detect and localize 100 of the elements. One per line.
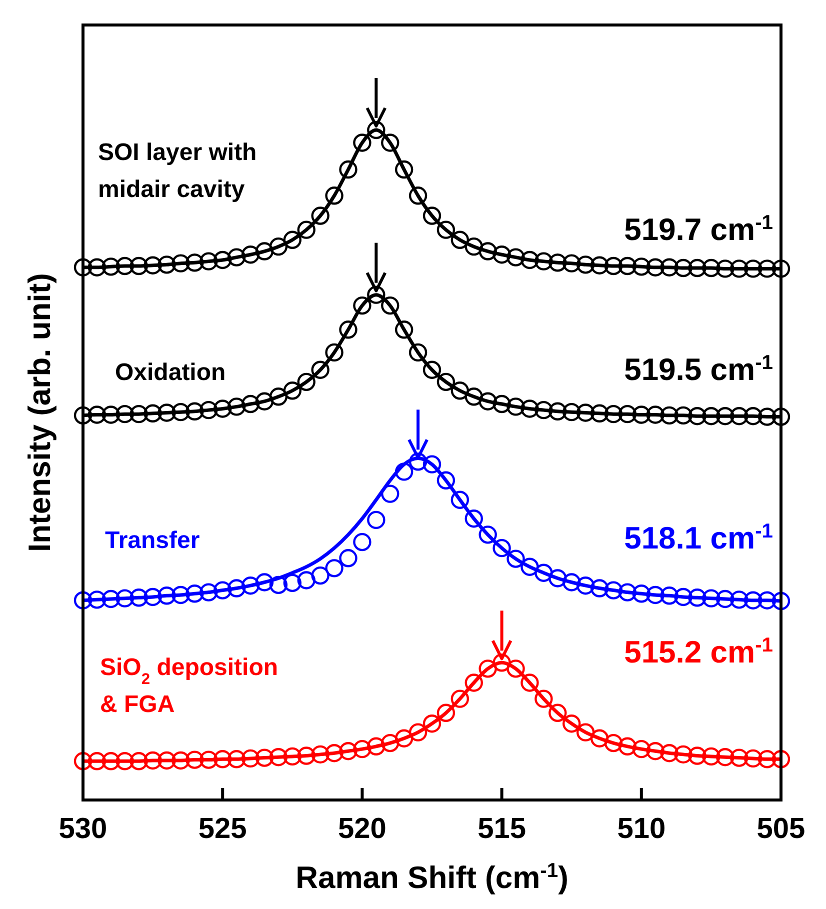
x-tick-label: 525 [198, 813, 247, 845]
point [186, 254, 204, 272]
point [241, 394, 260, 414]
point [450, 382, 470, 400]
point [478, 660, 497, 678]
point [367, 120, 386, 140]
point [408, 343, 428, 362]
point [506, 248, 525, 266]
point [130, 588, 148, 607]
point [618, 404, 637, 424]
point [436, 704, 456, 722]
point [172, 586, 190, 604]
point [381, 484, 400, 503]
point [130, 404, 148, 424]
point [618, 583, 637, 602]
point [534, 400, 553, 420]
point [381, 734, 400, 752]
point [492, 394, 511, 414]
point [394, 160, 414, 179]
point [367, 737, 386, 756]
point [367, 286, 386, 304]
point [450, 230, 470, 249]
point [353, 296, 372, 315]
point [548, 704, 567, 722]
point [297, 571, 316, 590]
point [604, 734, 623, 752]
x-axis-title: Raman Shift (cm$^{-1}$) [296, 860, 568, 895]
point [758, 591, 776, 610]
annotation: 515.2 cm$^{-1}$ [624, 634, 773, 670]
point [144, 256, 162, 274]
point [214, 250, 232, 270]
point [436, 471, 456, 490]
point [646, 258, 664, 276]
point [311, 745, 330, 764]
point [744, 406, 762, 426]
x-tick-label: 530 [58, 813, 108, 845]
point [478, 242, 497, 260]
point [702, 747, 720, 766]
point [241, 246, 260, 264]
point [102, 258, 120, 276]
y-axis-title: Intensity (arb. unit) [22, 273, 57, 552]
point [520, 400, 539, 418]
point [646, 586, 664, 604]
point [102, 590, 120, 608]
point [548, 254, 567, 272]
point [716, 260, 734, 278]
point [716, 590, 734, 608]
point [283, 382, 302, 400]
point [241, 576, 260, 595]
point [381, 296, 400, 315]
point [297, 746, 316, 765]
point [144, 404, 162, 423]
point [604, 404, 623, 424]
point [464, 674, 483, 692]
point [492, 538, 511, 558]
point [688, 258, 706, 278]
point [311, 206, 330, 225]
point [590, 256, 609, 274]
point [688, 588, 706, 607]
series-label: Oxidation [115, 359, 226, 386]
point [102, 752, 120, 770]
point [158, 404, 176, 422]
point [158, 751, 176, 770]
point [674, 588, 692, 606]
point [116, 752, 134, 770]
point [283, 574, 302, 592]
point [186, 750, 204, 769]
point [576, 723, 595, 742]
point [716, 748, 734, 766]
point [450, 490, 470, 509]
point [158, 586, 176, 605]
point [200, 583, 218, 602]
point [269, 576, 288, 594]
point [422, 360, 442, 379]
point [408, 452, 428, 471]
point [632, 584, 650, 603]
point [214, 400, 232, 418]
point [772, 592, 790, 610]
point [227, 398, 246, 416]
point [688, 746, 706, 765]
point [311, 360, 330, 379]
point [283, 230, 302, 249]
point [422, 455, 442, 474]
point [394, 320, 414, 339]
point [130, 256, 148, 276]
point [674, 745, 692, 764]
point [339, 742, 358, 760]
point [730, 748, 748, 767]
point [241, 749, 260, 768]
point [186, 584, 204, 603]
point [688, 406, 706, 426]
point [227, 579, 246, 598]
point [283, 747, 302, 766]
point [590, 729, 609, 748]
point [116, 256, 134, 276]
point [548, 569, 567, 588]
point [394, 729, 414, 748]
point [744, 749, 762, 768]
point [186, 402, 204, 420]
point [144, 588, 162, 606]
